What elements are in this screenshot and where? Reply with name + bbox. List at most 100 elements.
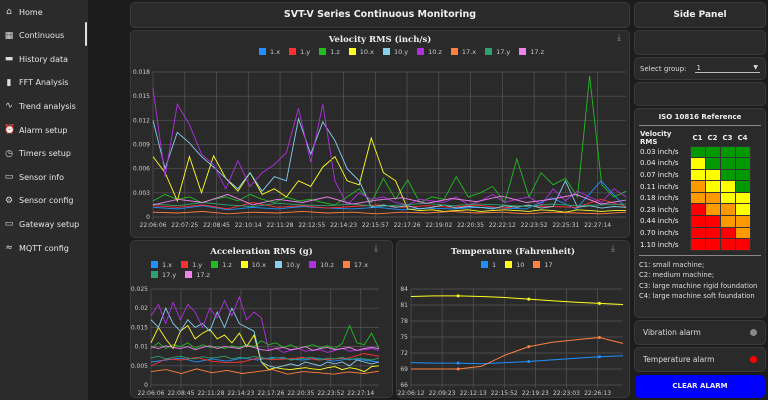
series-line-1.z bbox=[150, 324, 380, 350]
legend-swatch bbox=[342, 261, 350, 268]
legend-item[interactable]: 10.x bbox=[348, 48, 374, 56]
iso-cell bbox=[719, 238, 736, 251]
download-icon[interactable]: ⤓ bbox=[374, 244, 378, 254]
iso-row-label: 1.10 inch/s bbox=[640, 240, 679, 249]
series-line-1 bbox=[410, 355, 624, 365]
legend-item[interactable]: 1.z bbox=[211, 261, 232, 269]
side-panel-header: Side Panel bbox=[634, 2, 766, 28]
iso-class-header: C3 bbox=[722, 133, 733, 142]
gear-icon: ⚙ bbox=[4, 195, 14, 206]
legend-item[interactable]: 17.x bbox=[342, 261, 368, 269]
legend-item[interactable]: 17.z bbox=[519, 48, 544, 56]
legend-swatch bbox=[505, 261, 513, 268]
temperature-chart-panel: Temperature (Fahrenheit) ⤓ 1 10 17 66 69 72 7… bbox=[396, 240, 630, 398]
legend-item[interactable]: 17.y bbox=[151, 271, 176, 279]
sidebar-item-history-data[interactable]: ▬ History data bbox=[4, 50, 84, 68]
legend-label: 17.y bbox=[162, 271, 177, 279]
x-tick-label: 22:12:55 bbox=[298, 222, 325, 229]
sidebar-item-label: Sensor config bbox=[19, 196, 74, 206]
sidebar-item-gateway-setup[interactable]: ▭ Gateway setup bbox=[4, 215, 84, 233]
sidebar-item-sensor-info[interactable]: ▭ Sensor info bbox=[4, 168, 84, 186]
legend-label: 1.y bbox=[192, 261, 203, 269]
legend-item[interactable]: 1.y bbox=[289, 48, 310, 56]
legend-item[interactable]: 17 bbox=[533, 261, 553, 269]
group-select[interactable]: 1 ▼ bbox=[694, 64, 760, 73]
y-tick-label: 0.015 bbox=[131, 324, 148, 331]
iso-cell bbox=[734, 226, 751, 240]
trend-icon: ∿ bbox=[5, 101, 13, 112]
series-line-17.y bbox=[150, 355, 380, 361]
x-tick-label: 22:06:06 bbox=[138, 390, 165, 397]
temperature-alarm-label: Temperature alarm bbox=[643, 355, 715, 364]
x-tick-label: 22:06:06 bbox=[140, 222, 167, 229]
iso-cell bbox=[719, 157, 736, 170]
download-icon[interactable]: ⤓ bbox=[617, 33, 621, 43]
acceleration-chart: 0 0.005 0.01 0.015 0.02 0.025 22:06:06 22:08:45… bbox=[131, 286, 380, 397]
data-point bbox=[456, 367, 460, 371]
data-point bbox=[597, 355, 601, 359]
x-tick-label: 22:17:26 bbox=[257, 390, 284, 397]
vibration-alarm-row: Vibration alarm bbox=[634, 320, 766, 345]
temperature-alarm-indicator bbox=[750, 356, 757, 363]
sidebar-item-home[interactable]: ⌂ Home bbox=[4, 3, 84, 21]
x-tick-label: 22:08:45 bbox=[203, 222, 230, 229]
sidebar-item-sensor-config[interactable]: ⚙ Sensor config bbox=[4, 192, 84, 210]
legend-item[interactable]: 17.z bbox=[185, 271, 210, 279]
iso-cell bbox=[704, 215, 721, 228]
sidebar-scrollbar[interactable] bbox=[85, 22, 87, 46]
vibration-alarm-label: Vibration alarm bbox=[643, 328, 701, 337]
legend-item[interactable]: 10.y bbox=[274, 261, 300, 269]
sidebar-item-label: Gateway setup bbox=[19, 219, 80, 229]
chart-legend: 1.x 1.y 1.z 10.x 10.y 10.z 17.x 17.y 17.z bbox=[151, 261, 391, 279]
legend-item[interactable]: 1.x bbox=[151, 261, 172, 269]
legend-label: 17.y bbox=[496, 48, 511, 56]
iso-cell bbox=[704, 238, 721, 251]
sidebar-item-label: FFT Analysis bbox=[19, 78, 69, 88]
legend-swatch bbox=[151, 261, 158, 268]
legend-item[interactable]: 1.x bbox=[259, 48, 280, 56]
series-line-1.y bbox=[150, 353, 380, 367]
legend-item[interactable]: 10.x bbox=[240, 261, 266, 269]
legend-item[interactable]: 17.x bbox=[450, 48, 477, 56]
iso-cell bbox=[719, 180, 736, 193]
sidebar-item-fft-analysis[interactable]: ▮ FFT Analysis bbox=[4, 74, 84, 92]
iso-cell bbox=[689, 168, 706, 182]
sidebar-item-continuous[interactable]: ▦ Continuous bbox=[4, 27, 84, 45]
sidebar-item-trend-analysis[interactable]: ∿ Trend analysis bbox=[4, 97, 84, 115]
temperature-alarm-row: Temperature alarm bbox=[634, 347, 766, 372]
sidebar-item-timers-setup[interactable]: ◷ Timers setup bbox=[4, 145, 84, 163]
iso-class-header: C4 bbox=[737, 133, 748, 142]
legend-label: 10.x bbox=[359, 48, 374, 56]
y-tick-label: 0.01 bbox=[135, 344, 149, 351]
x-tick-label: 22:27:14 bbox=[347, 390, 374, 397]
dropdown-arrow-icon: ▼ bbox=[753, 64, 758, 71]
iso-cell bbox=[719, 168, 736, 182]
y-tick-label: 0.012 bbox=[133, 117, 150, 124]
x-tick-label: 22:26:13 bbox=[584, 390, 611, 397]
iso-cell bbox=[734, 191, 751, 205]
legend-item[interactable]: 10 bbox=[505, 261, 524, 269]
legend-item[interactable]: 10.z bbox=[417, 48, 442, 56]
legend-item[interactable]: 17.y bbox=[485, 48, 510, 56]
y-tick-label: 0.003 bbox=[133, 190, 150, 197]
legend-swatch bbox=[485, 48, 493, 55]
download-icon[interactable]: ⤓ bbox=[611, 244, 615, 254]
clear-alarm-button[interactable]: CLEAR ALARM bbox=[635, 375, 765, 398]
legend-item[interactable]: 1.y bbox=[181, 261, 202, 269]
legend-item[interactable]: 10.z bbox=[309, 261, 334, 269]
iso-cell bbox=[734, 145, 751, 159]
iso-cell bbox=[689, 191, 706, 205]
legend-item[interactable]: 1 bbox=[481, 261, 496, 269]
side-empty-box bbox=[634, 30, 766, 55]
y-tick-label: 66 bbox=[400, 382, 408, 389]
iso-cell bbox=[734, 215, 751, 228]
sidebar-item-label: Trend analysis bbox=[19, 101, 76, 111]
sidebar-item-mqtt-config[interactable]: ≈ MQTT config bbox=[4, 239, 84, 257]
legend-label: 17.x bbox=[461, 48, 477, 56]
legend-item[interactable]: 10.y bbox=[382, 48, 408, 56]
sidebar-item-alarm-setup[interactable]: ⏰ Alarm setup bbox=[4, 121, 84, 139]
legend-item[interactable]: 1.z bbox=[319, 48, 340, 56]
y-tick-label: 81 bbox=[400, 302, 408, 309]
legend-label: 1.z bbox=[222, 261, 232, 269]
legend-label: 1.x bbox=[162, 261, 173, 269]
